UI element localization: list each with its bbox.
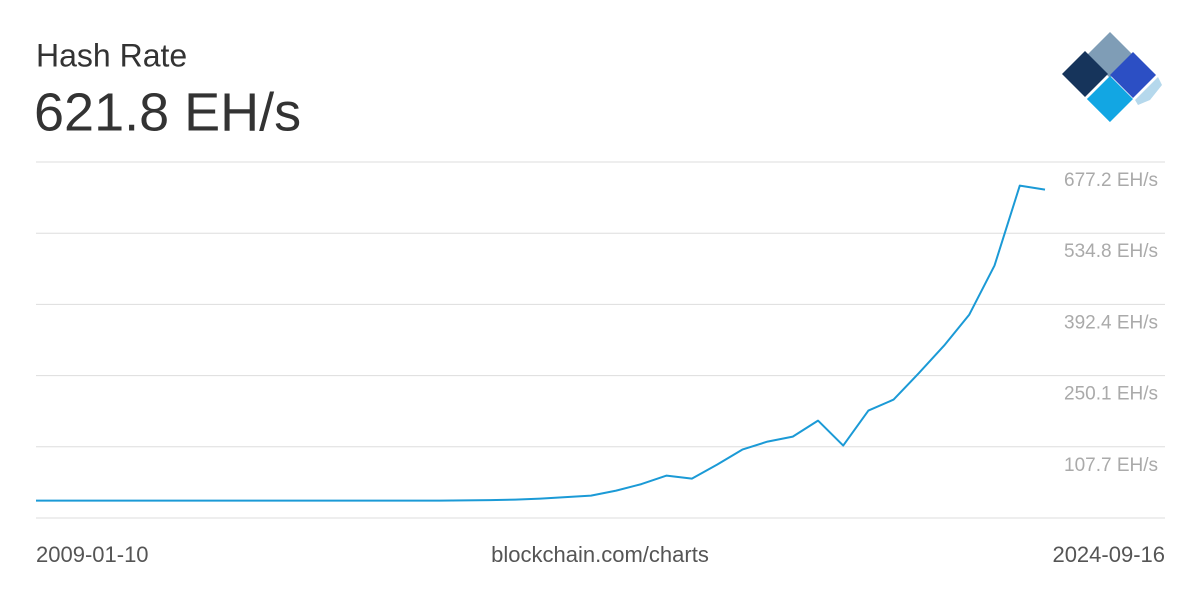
y-tick-label: 392.4 EH/s: [1064, 312, 1158, 333]
y-tick-label: 250.1 EH/s: [1064, 384, 1158, 405]
x-tick-label: 2024-09-16: [1052, 542, 1165, 567]
y-tick-label: 534.8 EH/s: [1064, 241, 1158, 262]
source: blockchain.com/charts: [491, 542, 709, 567]
data-line: [36, 184, 1046, 502]
y-tick-label: 677.2 EH/s: [1064, 170, 1158, 191]
y-tick-label: 107.7 EH/s: [1064, 455, 1158, 476]
x-tick-label: 2009-01-10: [36, 542, 149, 567]
current-value: 621.8 EH/s: [34, 82, 301, 142]
logo: [1062, 32, 1162, 122]
chart-title: Hash Rate: [36, 37, 187, 73]
